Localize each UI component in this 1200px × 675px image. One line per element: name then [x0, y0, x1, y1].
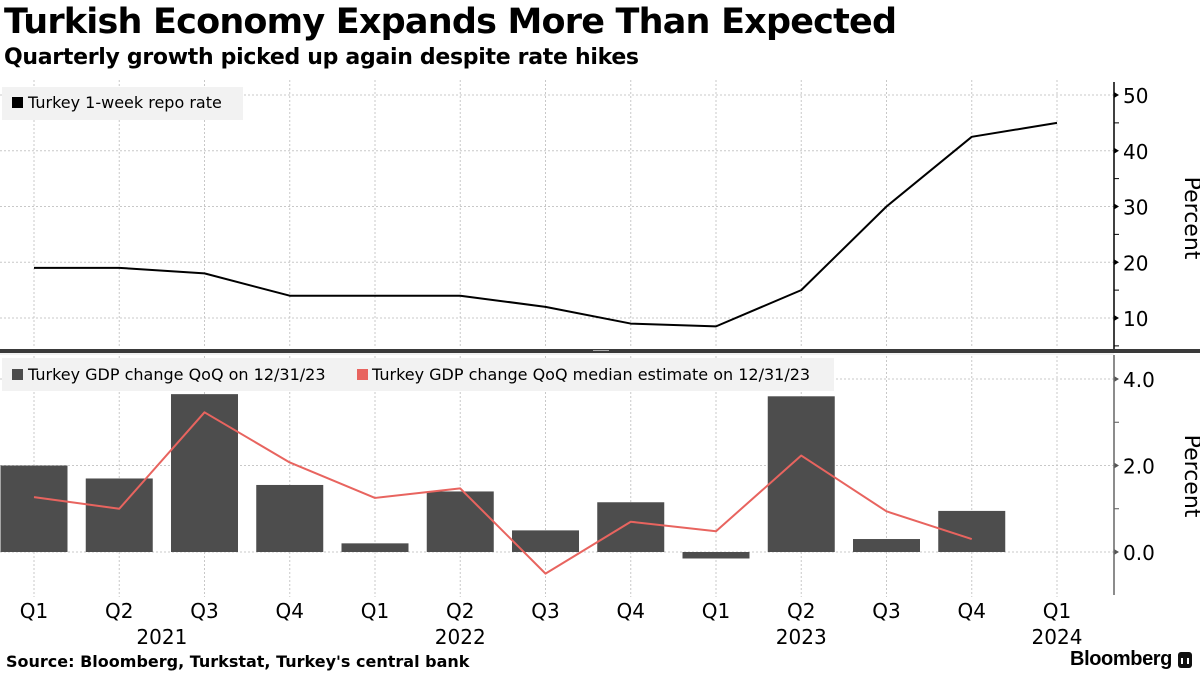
tick-mark-upper: [1114, 315, 1119, 321]
legend-swatch-estimate: [357, 369, 368, 380]
x-tick-label: Q4: [276, 599, 304, 623]
series-lines: [33, 121, 1058, 575]
brand-name: Bloomberg: [1070, 648, 1172, 670]
gdp-bar: [256, 484, 324, 552]
x-year-label: 2023: [776, 625, 827, 649]
chart-title: Turkish Economy Expands More Than Expect…: [4, 2, 897, 42]
gdp-bars: [0, 394, 1006, 559]
y-axis-label-upper: Percent: [1179, 177, 1200, 260]
bloomberg-chart-icon: [1178, 651, 1192, 668]
x-year-label: 2022: [435, 625, 486, 649]
gdp-bar: [767, 396, 835, 552]
x-tick-label: Q1: [20, 599, 48, 623]
gdp-bar: [597, 502, 665, 552]
gdp-bar: [0, 465, 68, 552]
chart-subtitle: Quarterly growth picked up again despite…: [4, 45, 639, 70]
tick-mark-upper: [1114, 92, 1119, 98]
x-tick-label: Q1: [361, 599, 389, 623]
gdp-bar: [85, 478, 153, 552]
tick-mark-upper: [1114, 259, 1119, 266]
gdp-bar: [426, 491, 494, 552]
legend-label-estimate: Turkey GDP change QoQ median estimate on…: [371, 365, 810, 384]
y-tick-label-upper: 10: [1123, 307, 1148, 331]
tick-mark-lower: [1114, 376, 1119, 382]
tick-labels: 10 20 30 40 50 4.0 2.0 0.0 Q1 Q2 Q3 Q4 Q1 Q2 Q3 Q4 Q1 Q2 Q…: [20, 84, 1155, 649]
x-tick-label: Q3: [531, 599, 559, 623]
x-tick-label: Q4: [958, 599, 986, 623]
legend-upper: Turkey 1-week repo rate: [2, 87, 243, 120]
tick-mark-lower: [1114, 462, 1119, 469]
separator-handle: [593, 350, 609, 351]
x-tick-label: Q2: [446, 599, 474, 623]
gdp-bar: [512, 530, 579, 552]
legend-upper-bg: [2, 87, 243, 120]
x-tick-label: Q1: [1043, 599, 1071, 623]
panel-gap: [0, 353, 1114, 355]
x-tick-label: Q4: [617, 599, 645, 623]
tick-mark-upper: [1114, 147, 1119, 154]
legend-label-gdp: Turkey GDP change QoQ on 12/31/23: [27, 365, 326, 384]
x-tick-label: Q3: [190, 599, 218, 623]
tick-mark-lower: [1114, 549, 1119, 555]
legend-swatch-gdp: [12, 369, 23, 380]
legend-label-repo: Turkey 1-week repo rate: [27, 93, 222, 112]
y-tick-label-lower: 0.0: [1123, 541, 1155, 565]
y-tick-label-upper: 20: [1123, 251, 1148, 275]
y-tick-label-lower: 2.0: [1123, 455, 1155, 479]
legend-swatch-repo: [12, 97, 23, 108]
gdp-bar: [341, 543, 409, 552]
y-axis-label-lower: Percent: [1179, 435, 1200, 518]
legend-lower-bg: [2, 358, 834, 391]
x-year-label: 2024: [1032, 625, 1083, 649]
lower-grid: [0, 356, 1114, 597]
x-tick-label: Q1: [702, 599, 730, 623]
axes: [0, 82, 1200, 595]
x-tick-label: Q2: [787, 599, 815, 623]
y-tick-label-upper: 40: [1123, 140, 1148, 164]
upper-grid: [0, 80, 1114, 348]
x-year-label: 2021: [136, 625, 187, 649]
gdp-bar: [171, 394, 238, 552]
gdp-bar: [682, 552, 750, 559]
y-tick-label-upper: 50: [1123, 84, 1148, 108]
x-tick-label: Q3: [872, 599, 900, 623]
gdp-bar: [853, 539, 920, 552]
y-tick-label-lower: 4.0: [1123, 368, 1155, 392]
x-tick-label: Q2: [105, 599, 133, 623]
y-tick-label-upper: 30: [1123, 196, 1148, 220]
legend-lower: Turkey GDP change QoQ on 12/31/23 Turkey…: [2, 358, 834, 391]
estimate-line: [33, 411, 973, 575]
source-note: Source: Bloomberg, Turkstat, Turkey's ce…: [6, 652, 470, 671]
bloomberg-logo: Bloomberg: [1070, 648, 1192, 671]
tick-mark-upper: [1114, 203, 1119, 210]
